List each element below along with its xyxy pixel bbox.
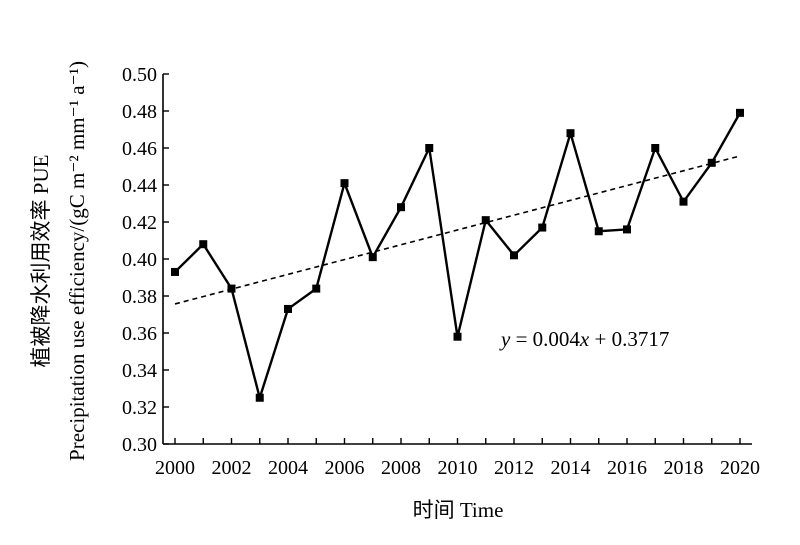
series-line [174,112,742,403]
eq-y-var: y [499,327,511,351]
data-point [679,197,688,206]
eq-slope: = 0.004 [510,327,580,351]
axes [162,74,752,445]
x-tick-label: 2016 [607,457,647,479]
data-point [736,108,744,117]
data-point [284,304,292,313]
y-axis-title-line-1: 植被降水利用效率 PUE [29,155,53,368]
y-tick-label: 0.32 [122,397,157,419]
data-point [340,179,349,188]
data-point [566,129,575,138]
data-point [538,223,547,232]
eq-intercept: + 0.3717 [589,327,669,351]
x-axis-title: 时间 Time [413,498,504,522]
data-point [510,251,518,260]
data-point [227,284,236,293]
y-ticks: 0.30 0.32 0.34 0.36 0.38 0.40 0.42 0.44 0.46 0.48… [122,64,169,456]
y-axis-title-line-2: Precipitation use efficiency/(gC m⁻² mm⁻… [65,61,89,461]
x-tick-label: 2020 [720,457,760,479]
trend-equation-label: y = 0.004x + 0.3717 [499,327,669,351]
x-tick-label: 2018 [664,457,704,479]
data-point [255,393,264,402]
x-ticks: 2000 2002 2004 2006 2008 2010 2012 2014 2016 2018… [155,438,760,479]
y-tick-label: 0.30 [122,434,157,456]
data-point [425,144,434,152]
data-point [397,203,405,212]
x-tick-label: 2000 [155,457,195,479]
data-point [594,227,603,236]
data-point [368,253,377,262]
y-tick-label: 0.44 [122,175,157,197]
x-tick-label: 2012 [494,457,534,479]
y-tick-label: 0.38 [122,286,157,308]
series-group [171,108,744,403]
trend-line-group [174,155,741,305]
data-point [171,267,179,276]
y-tick-label: 0.36 [122,323,157,345]
data-point [651,144,660,152]
data-point [707,158,716,167]
x-tick-label: 2008 [381,457,421,479]
y-tick-label: 0.40 [122,249,157,271]
eq-x-var: x [579,327,590,351]
y-tick-label: 0.42 [122,212,157,234]
y-tick-label: 0.46 [122,138,157,160]
y-tick-label: 0.50 [122,64,157,86]
data-point [481,216,490,225]
x-tick-label: 2014 [551,457,591,479]
data-point [623,225,631,234]
data-point [312,284,321,293]
x-tick-label: 2010 [438,457,478,479]
data-point [199,240,208,249]
y-tick-label: 0.48 [122,101,157,123]
labels: 植被降水利用效率 PUE Precipitation use efficienc… [29,61,669,522]
data-point [453,332,462,341]
x-tick-label: 2006 [325,457,365,479]
x-tick-label: 2004 [268,457,308,479]
trend-line [174,155,741,305]
y-tick-label: 0.34 [122,360,157,382]
x-tick-label: 2002 [212,457,252,479]
